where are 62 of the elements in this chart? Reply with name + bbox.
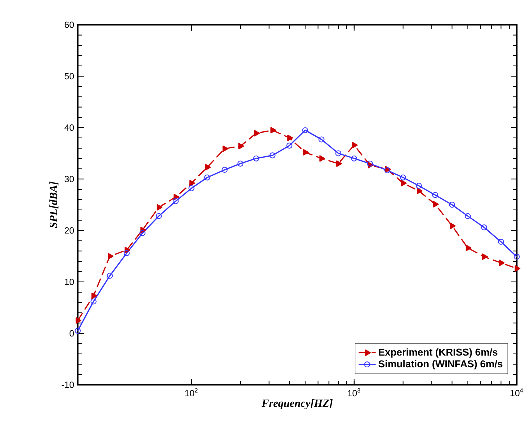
point [76, 318, 82, 324]
point [108, 253, 114, 260]
point [320, 156, 326, 162]
point [156, 204, 163, 211]
point [107, 272, 114, 279]
point [190, 180, 196, 187]
point [140, 230, 146, 236]
point [514, 266, 521, 272]
point [465, 213, 472, 220]
point [254, 130, 260, 137]
point [481, 224, 488, 231]
point [336, 150, 342, 157]
point [498, 239, 504, 246]
point [318, 136, 325, 143]
point [336, 160, 342, 168]
y-axis-title: SPL[dBA] [50, 182, 59, 228]
point [303, 149, 309, 156]
point [352, 142, 358, 149]
point [270, 127, 276, 134]
y-tick-label: 30 [64, 176, 74, 182]
point [92, 292, 98, 300]
point [288, 134, 294, 142]
point [222, 146, 228, 152]
point [188, 186, 195, 192]
point [416, 188, 423, 194]
y-tick-label: 40 [64, 124, 74, 132]
point [238, 143, 244, 150]
point [450, 222, 456, 230]
x-tick-label: 10$^{4}$ [510, 388, 524, 397]
point [432, 192, 438, 198]
point [416, 182, 422, 189]
point [351, 156, 358, 162]
point [156, 213, 162, 220]
point [466, 245, 472, 252]
point [253, 156, 260, 162]
point [90, 298, 97, 305]
legend-label: Experiment (KRISS) 6m/s [379, 348, 498, 358]
y-tick-label: -10 [62, 382, 74, 388]
point [172, 198, 179, 204]
y-tick-label: 20 [64, 228, 74, 234]
y-tick-label: 0 [70, 330, 74, 337]
point [286, 142, 293, 149]
point [401, 180, 407, 187]
y-tick-label: 50 [64, 73, 74, 80]
point [433, 201, 439, 208]
point [238, 160, 244, 167]
x-tick-label: 10$^{3}$ [348, 388, 360, 397]
y-tick-label: 60 [64, 22, 74, 28]
point [124, 250, 130, 256]
point [482, 254, 488, 260]
point [270, 152, 276, 159]
legend-label: Simulation (WINFAS) 6m/s [378, 360, 503, 370]
point [204, 174, 210, 181]
point [222, 167, 228, 174]
y-tick-label: 10 [65, 278, 74, 286]
point [205, 164, 212, 171]
point [302, 127, 308, 134]
x-tick-label: 10$^{2}$ [185, 388, 198, 397]
x-axis-title: Frequency[HZ] [262, 399, 333, 410]
point [499, 260, 505, 266]
point [400, 174, 406, 181]
point [449, 202, 456, 208]
